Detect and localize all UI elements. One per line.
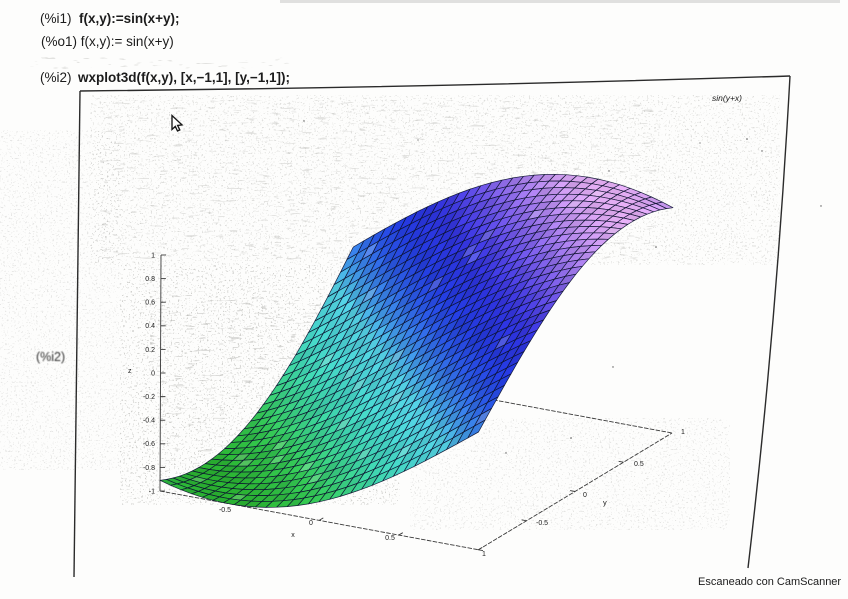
- svg-text:-0.5: -0.5: [219, 507, 231, 514]
- svg-text:-1: -1: [149, 488, 155, 495]
- svg-text:(%i2): (%i2): [36, 350, 65, 364]
- svg-text:-0.2: -0.2: [143, 394, 155, 401]
- svg-text:sin(y+x): sin(y+x): [712, 93, 742, 103]
- svg-text:-0.4: -0.4: [143, 418, 155, 425]
- svg-text:y: y: [603, 498, 607, 507]
- svg-text:-0.8: -0.8: [143, 465, 155, 472]
- svg-text:1: 1: [681, 429, 685, 436]
- svg-text:0: 0: [151, 370, 155, 377]
- svg-text:-0.6: -0.6: [143, 441, 155, 448]
- svg-text:0.5: 0.5: [385, 535, 395, 542]
- svg-text:0.8: 0.8: [145, 276, 155, 283]
- svg-text:1: 1: [151, 252, 155, 259]
- svg-text:0.2: 0.2: [145, 347, 155, 354]
- svg-text:z: z: [128, 368, 132, 375]
- svg-text:0: 0: [583, 492, 587, 499]
- svg-text:1: 1: [482, 551, 486, 558]
- svg-text:Escaneado con CamScanner: Escaneado con CamScanner: [698, 576, 841, 588]
- svg-text:0.6: 0.6: [145, 300, 155, 307]
- svg-text:(%o1) f(x,y):= sin(x+y): (%o1) f(x,y):= sin(x+y): [41, 34, 174, 49]
- svg-text:0.5: 0.5: [634, 461, 644, 468]
- svg-text:(%i2)wxplot3d(f(x,y), [x,−1,1]: (%i2) wxplot3d(f(x,y), [x,−1,1], [y,−1,1]…: [40, 70, 290, 85]
- svg-text:-0.5: -0.5: [536, 520, 548, 527]
- svg-text:(%i1)f(x,y):=sin(x+y);: (%i1) f(x,y):=sin(x+y);: [40, 11, 180, 26]
- svg-text:0.4: 0.4: [145, 323, 155, 330]
- svg-text:x: x: [291, 532, 295, 539]
- svg-text:0: 0: [309, 520, 313, 527]
